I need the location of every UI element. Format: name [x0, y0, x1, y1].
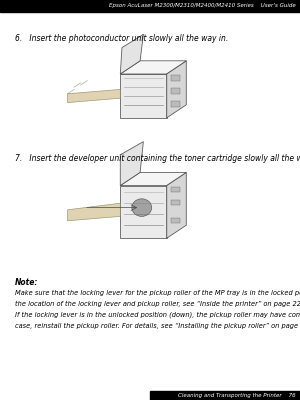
Polygon shape: [120, 34, 143, 74]
Polygon shape: [167, 61, 186, 118]
Text: case, reinstall the pickup roller. For details, see “Installing the pickup rolle: case, reinstall the pickup roller. For d…: [15, 323, 300, 329]
Text: Note:: Note:: [15, 278, 38, 287]
Polygon shape: [120, 142, 143, 186]
Ellipse shape: [132, 199, 152, 216]
Bar: [172, 218, 180, 223]
Text: 7.   Insert the developer unit containing the toner cartridge slowly all the way: 7. Insert the developer unit containing …: [15, 154, 300, 163]
Text: Epson AcuLaser M2300/M2310/M2400/M2410 Series    User’s Guide: Epson AcuLaser M2300/M2310/M2400/M2410 S…: [109, 4, 296, 8]
Text: the location of the locking lever and pickup roller, see “Inside the printer” on: the location of the locking lever and pi…: [15, 300, 300, 306]
Polygon shape: [167, 172, 186, 238]
Text: Make sure that the locking lever for the pickup roller of the MP tray is in the : Make sure that the locking lever for the…: [15, 289, 300, 296]
Bar: [0, 0, 300, 12]
Polygon shape: [120, 74, 167, 118]
Text: 6.   Insert the photoconductor unit slowly all the way in.: 6. Insert the photoconductor unit slowly…: [15, 34, 228, 43]
Text: Cleaning and Transporting the Printer    76: Cleaning and Transporting the Printer 76: [178, 393, 296, 398]
Polygon shape: [120, 186, 167, 238]
Polygon shape: [68, 90, 120, 102]
Bar: [172, 102, 180, 107]
Bar: [172, 75, 180, 80]
Polygon shape: [120, 172, 186, 186]
Bar: [150, 391, 300, 400]
Polygon shape: [120, 61, 186, 74]
Bar: [172, 200, 180, 206]
Text: If the locking lever is in the unlocked position (down), the pickup roller may h: If the locking lever is in the unlocked …: [15, 312, 300, 318]
Bar: [172, 187, 180, 192]
Bar: [172, 88, 180, 94]
Polygon shape: [68, 203, 120, 221]
